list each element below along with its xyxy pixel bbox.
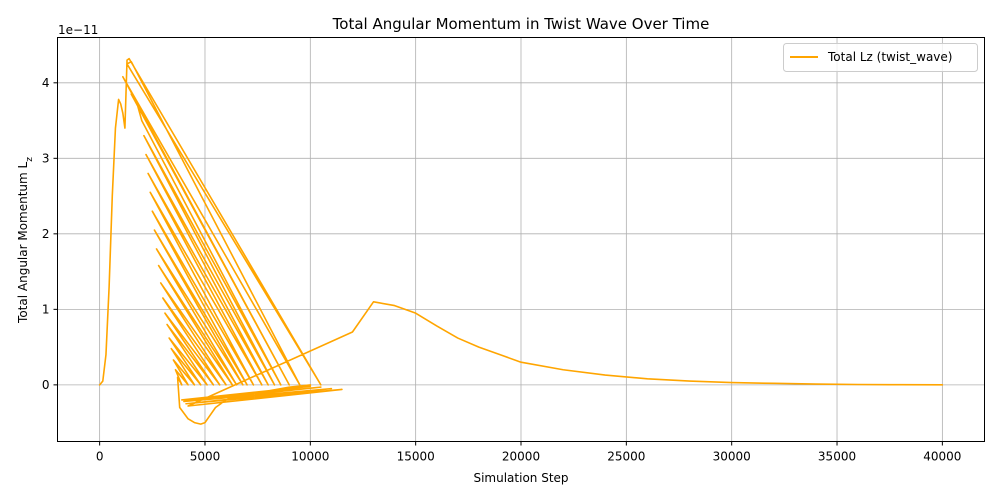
x-tick-label: 5000 [190,450,221,464]
x-tick-label: 40000 [923,450,961,464]
y-axis-label-main: Total Angular Momentum L [16,161,30,324]
y-tick-label: 4 [42,76,50,90]
x-tick-label: 35000 [818,450,856,464]
legend-box [783,43,978,72]
plot-lines [98,57,944,425]
y-tick-label: 1 [42,302,50,316]
y-axis-multiplier: 1e−11 [58,23,98,37]
y-tick-label: 3 [42,151,50,165]
y-tick-label: 0 [42,378,50,392]
x-tick-label: 15000 [397,450,435,464]
x-tick-label: 10000 [291,450,329,464]
series-line-total-lz [98,57,944,425]
x-axis-ticks: 0 5000 10000 15000 20000 25000 30000 35000 40000 [96,441,961,464]
chart-title: Total Angular Momentum in Twist Wave Ove… [332,15,710,33]
y-axis-label: Total Angular Momentum Lz [16,157,35,324]
y-tick-label: 2 [42,227,50,241]
y-axis-label-subscript: z [25,157,35,162]
legend: Total Lz (twist_wave) [783,43,978,72]
legend-entry-label: Total Lz (twist_wave) [827,50,952,64]
x-tick-label: 0 [96,450,104,464]
x-axis-label: Simulation Step [473,471,568,485]
x-tick-label: 30000 [713,450,751,464]
x-tick-label: 20000 [502,450,540,464]
y-axis-ticks: 0 1 2 3 4 [42,76,58,392]
x-tick-label: 25000 [607,450,645,464]
